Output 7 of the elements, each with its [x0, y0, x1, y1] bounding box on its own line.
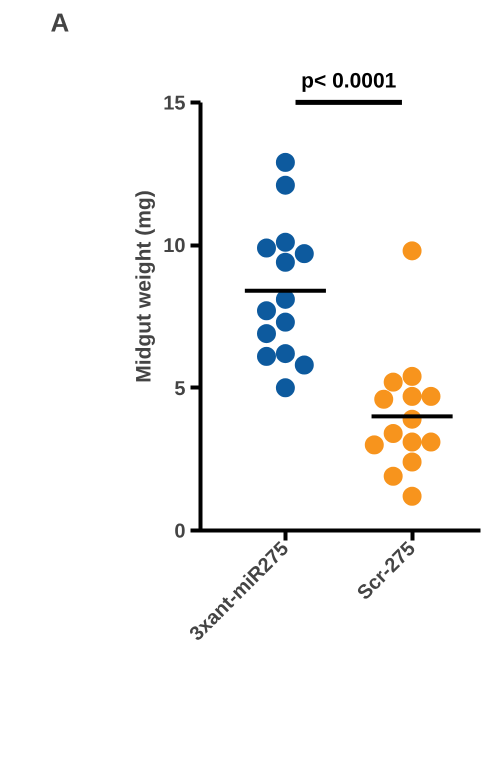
text: p< 0.0001	[301, 69, 397, 92]
chart-title: A	[50, 8, 70, 38]
y-tick-label: 10	[163, 235, 186, 258]
y-tick-label: 0	[174, 520, 186, 542]
y-axis-title: Midgut weight (mg)	[132, 190, 156, 383]
y-tick-label: 15	[163, 92, 186, 114]
y-tick-label: 5	[174, 378, 186, 400]
